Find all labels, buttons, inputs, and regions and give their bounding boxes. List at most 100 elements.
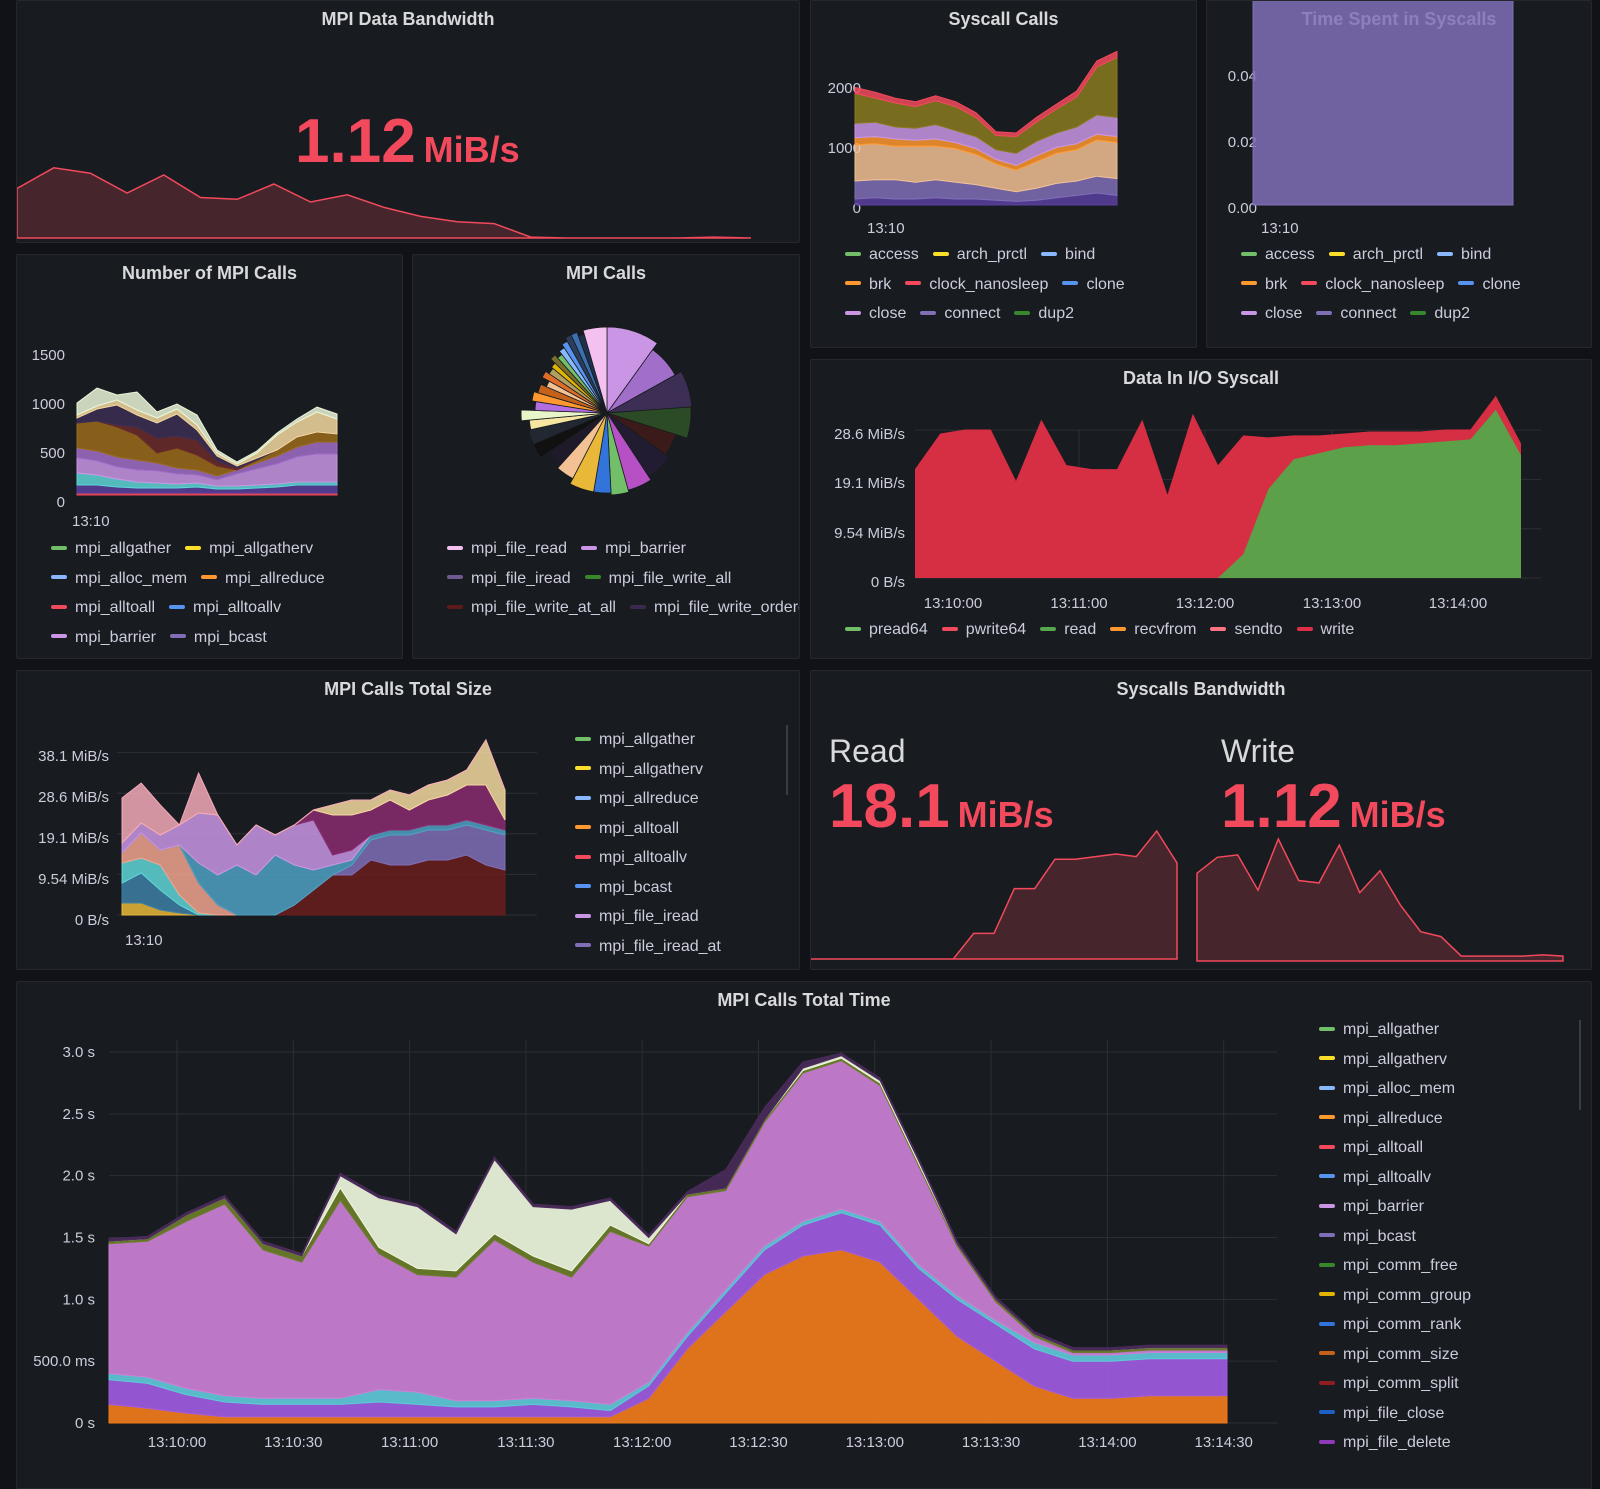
- legend-item-bind[interactable]: bind: [1041, 240, 1095, 270]
- legend-item-mpi-comm-free[interactable]: mpi_comm_free: [1319, 1251, 1555, 1281]
- legend-item-mpi-file-close[interactable]: mpi_file_close: [1319, 1399, 1555, 1429]
- legend-item-mpi-alloc-mem[interactable]: mpi_alloc_mem: [1319, 1074, 1555, 1104]
- legend-item-mpi-allgatherv[interactable]: mpi_allgatherv: [1319, 1045, 1555, 1075]
- legend-swatch: [1319, 1174, 1335, 1179]
- legend-item-mpi-alltoallv[interactable]: mpi_alltoallv: [169, 593, 281, 623]
- legend-item-mpi-comm-group[interactable]: mpi_comm_group: [1319, 1281, 1555, 1311]
- panel-title[interactable]: Data In I/O Syscall: [1122, 368, 1280, 388]
- pie-slice: [557, 412, 608, 480]
- legend-item-mpi-allreduce[interactable]: mpi_allreduce: [1319, 1104, 1555, 1134]
- legend-item-arch-prctl[interactable]: arch_prctl: [932, 240, 1027, 270]
- legend-item-clock-nanosleep[interactable]: clock_nanosleep: [905, 270, 1048, 300]
- mpi-bandwidth-value: 1.12 MiB/s: [295, 106, 520, 177]
- legend-label: clone: [1482, 275, 1521, 293]
- legend-item-close[interactable]: close: [845, 299, 906, 329]
- legend-scrollbar[interactable]: [1579, 1020, 1581, 1110]
- panel-title[interactable]: MPI Calls Total Size: [324, 679, 492, 699]
- legend-item-mpi-file-write-at-all[interactable]: mpi_file_write_at_all: [447, 593, 616, 623]
- x-tick: 13:10: [1261, 220, 1299, 237]
- panel-title[interactable]: Syscalls Bandwidth: [1116, 679, 1286, 699]
- legend-item-mpi-alltoall[interactable]: mpi_alltoall: [1319, 1133, 1555, 1163]
- panel-title[interactable]: MPI Calls: [565, 263, 647, 283]
- legend-item-connect[interactable]: connect: [1316, 299, 1396, 329]
- legend-item-mpi-allgatherv[interactable]: mpi_allgatherv: [185, 534, 313, 564]
- legend-item-mpi-allgatherv[interactable]: mpi_allgatherv: [575, 755, 771, 785]
- legend-swatch: [447, 545, 463, 550]
- pie-slice: [520, 409, 608, 422]
- legend-item-mpi-barrier[interactable]: mpi_barrier: [51, 623, 156, 653]
- legend-item-mpi-file-read[interactable]: mpi_file_read: [447, 534, 567, 564]
- legend-item-mpi-allgather[interactable]: mpi_allgather: [1319, 1015, 1555, 1045]
- legend-item-mpi-bcast[interactable]: mpi_bcast: [575, 873, 771, 903]
- legend-item-dup2[interactable]: dup2: [1014, 299, 1074, 329]
- legend-item-brk[interactable]: brk: [845, 270, 891, 300]
- legend-item-clone[interactable]: clone: [1062, 270, 1125, 300]
- legend-item-mpi-comm-split[interactable]: mpi_comm_split: [1319, 1369, 1555, 1399]
- legend-item-mpi-file-iread[interactable]: mpi_file_iread: [575, 902, 771, 932]
- legend-item-recvfrom[interactable]: recvfrom: [1110, 615, 1196, 645]
- y-tick: 500.0 ms: [33, 1353, 95, 1370]
- legend-item-mpi-allgather[interactable]: mpi_allgather: [575, 725, 771, 755]
- legend-item-bind[interactable]: bind: [1437, 240, 1491, 270]
- legend-item-mpi-file-iread[interactable]: mpi_file_iread: [447, 564, 571, 594]
- legend-swatch: [845, 281, 861, 286]
- legend-label: dup2: [1038, 305, 1074, 322]
- mpi-total-time-legend[interactable]: mpi_allgather mpi_allgatherv mpi_alloc_mem…: [1319, 1015, 1569, 1458]
- legend-item-mpi-barrier[interactable]: mpi_barrier: [581, 534, 686, 564]
- syscall-layer-6: [854, 50, 1118, 138]
- legend-scrollbar[interactable]: [786, 725, 788, 795]
- legend-item-mpi-bcast[interactable]: mpi_bcast: [169, 623, 267, 653]
- y-tick: 0.00: [1228, 200, 1257, 217]
- legend-item-pwrite64[interactable]: pwrite64: [941, 615, 1026, 645]
- y-tick: 0 B/s: [75, 912, 109, 929]
- y-tick: 0: [853, 200, 861, 217]
- legend-item-clock-nanosleep[interactable]: clock_nanosleep: [1301, 270, 1444, 300]
- x-tick: 13:14:30: [1195, 1434, 1253, 1451]
- legend-item-mpi-file-write-ordered[interactable]: mpi_file_write_ordered: [629, 593, 799, 623]
- legend-item-close[interactable]: close: [1241, 299, 1302, 329]
- panel-title[interactable]: MPI Calls Total Time: [717, 990, 891, 1010]
- legend-item-mpi-file-write-all[interactable]: mpi_file_write_all: [584, 564, 731, 594]
- legend-item-mpi-comm-size[interactable]: mpi_comm_size: [1319, 1340, 1555, 1370]
- legend-item-clone[interactable]: clone: [1458, 270, 1521, 300]
- legend-item-arch-prctl[interactable]: arch_prctl: [1328, 240, 1423, 270]
- legend-item-mpi-barrier[interactable]: mpi_barrier: [1319, 1192, 1555, 1222]
- legend-label: connect: [944, 305, 1001, 322]
- legend-item-mpi-alltoall[interactable]: mpi_alltoall: [575, 814, 771, 844]
- mpi-total-size-legend[interactable]: mpi_allgather mpi_allgatherv mpi_allreduce…: [575, 725, 785, 961]
- panel-title[interactable]: MPI Data Bandwidth: [321, 9, 495, 29]
- legend-item-access[interactable]: access: [1241, 240, 1315, 270]
- legend-item-read[interactable]: read: [1040, 615, 1096, 645]
- legend-item-mpi-file-iread-at[interactable]: mpi_file_iread_at: [575, 932, 771, 962]
- legend-swatch: [1328, 251, 1345, 256]
- y-tick: 1.5 s: [62, 1230, 95, 1247]
- legend-swatch: [1040, 626, 1057, 631]
- legend-row: mpi_file_iread mpi_file_write_all: [447, 564, 799, 594]
- legend-item-mpi-alltoallv[interactable]: mpi_alltoallv: [575, 843, 771, 873]
- legend-item-mpi-comm-rank[interactable]: mpi_comm_rank: [1319, 1310, 1555, 1340]
- legend-item-connect[interactable]: connect: [920, 299, 1000, 329]
- mpi-calls-pie-chart: [520, 326, 693, 496]
- legend-item-write[interactable]: write: [1296, 615, 1354, 645]
- legend-item-mpi-allreduce[interactable]: mpi_allreduce: [575, 784, 771, 814]
- legend-item-dup2[interactable]: dup2: [1410, 299, 1470, 329]
- legend-item-mpi-allgather[interactable]: mpi_allgather: [51, 534, 171, 564]
- legend-item-mpi-alltoall[interactable]: mpi_alltoall: [51, 593, 155, 623]
- legend-item-mpi-alloc-mem[interactable]: mpi_alloc_mem: [51, 564, 187, 594]
- legend-item-sendto[interactable]: sendto: [1210, 615, 1283, 645]
- legend-item-access[interactable]: access: [845, 240, 919, 270]
- y-tick: 2.0 s: [62, 1168, 95, 1185]
- legend-item-mpi-allreduce[interactable]: mpi_allreduce: [201, 564, 325, 594]
- legend-label: connect: [1340, 305, 1397, 322]
- legend-item-pread64[interactable]: pread64: [845, 615, 928, 645]
- panel-title[interactable]: Syscall Calls: [948, 9, 1059, 29]
- legend-item-mpi-bcast[interactable]: mpi_bcast: [1319, 1222, 1555, 1252]
- legend-item-mpi-file-delete[interactable]: mpi_file_delete: [1319, 1428, 1555, 1458]
- panel-title[interactable]: Number of MPI Calls: [121, 263, 298, 283]
- legend-item-brk[interactable]: brk: [1241, 270, 1287, 300]
- y-tick: 0.04: [1228, 68, 1257, 85]
- legend-item-mpi-alltoallv[interactable]: mpi_alltoallv: [1319, 1163, 1555, 1193]
- pie-slice: [606, 412, 630, 496]
- legend-swatch: [575, 825, 591, 830]
- y-tick: 500: [40, 445, 65, 462]
